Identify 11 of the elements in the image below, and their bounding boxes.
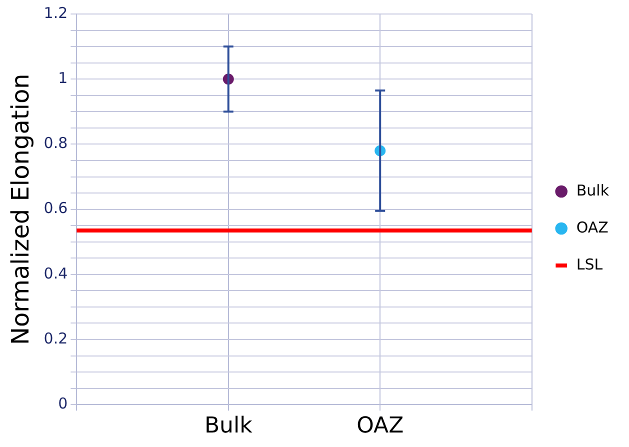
y-tick-label: 0 [58,394,68,412]
legend-label: LSL [576,255,604,274]
y-tick-label: 0.4 [44,264,68,282]
legend-label: OAZ [576,218,608,236]
y-tick-label: 1 [58,68,68,87]
y-axis-title: Normalized Elongation [6,74,35,345]
y-tick-label: 0.8 [44,134,68,152]
y-tick-label: 0.6 [44,199,68,218]
y-tick-label: 1.2 [44,4,68,22]
y-tick-label: 0.2 [44,329,68,348]
legend-label: Bulk [576,181,610,200]
